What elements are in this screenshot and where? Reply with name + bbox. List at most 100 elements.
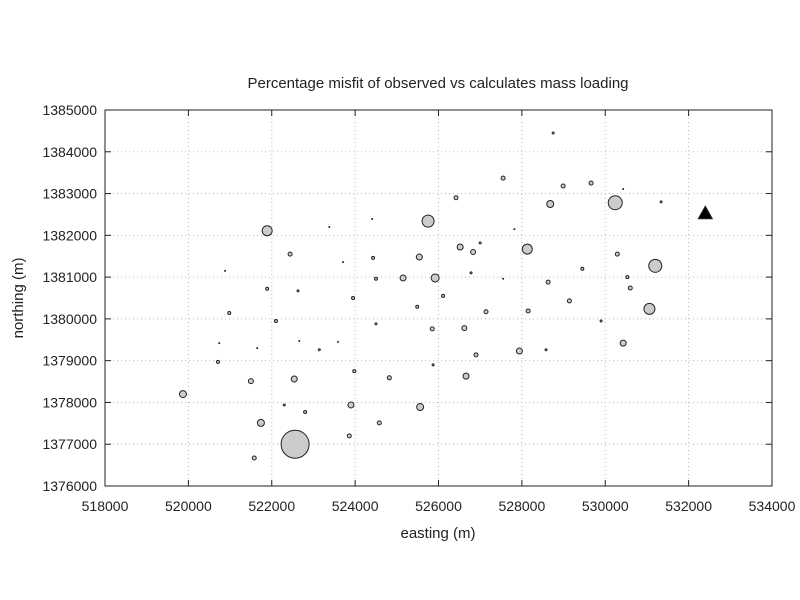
bubble [337,340,340,343]
bubble [415,253,423,261]
bubble [256,418,265,427]
y-tick-label: 1384000 [42,144,97,160]
bubble [178,390,187,399]
bubble [560,183,566,189]
bubble [544,348,548,352]
bubble [227,311,232,316]
bubble [588,180,594,186]
bubble [627,285,633,291]
bubble [273,318,278,323]
bubble [352,369,357,374]
bubble [470,249,477,256]
bubble [346,433,352,439]
y-tick-label: 1380000 [42,311,97,327]
plot-frame [104,109,773,487]
bubble [399,274,407,282]
x-tick-label: 526000 [415,498,462,514]
bubble [371,218,374,221]
bubble [441,293,446,298]
bubble [502,277,505,280]
bubble [521,243,533,255]
bubble [461,325,468,332]
bubble [218,342,221,345]
y-tick-label: 1379000 [42,353,97,369]
bubble [224,269,227,272]
bubble [347,401,355,409]
bubble [351,296,356,300]
y-tick-label: 1385000 [42,102,97,118]
bubble [462,372,470,380]
bubble [513,228,516,231]
bubble [261,225,273,237]
bubble [566,298,572,304]
marker [697,205,714,220]
chart-title: Percentage misfit of observed vs calcula… [247,75,628,92]
bubble [386,375,392,381]
bubble [473,352,479,358]
y-tick-label: 1376000 [42,478,97,494]
bubble [483,309,489,315]
bubble [317,348,321,352]
y-tick-label: 1378000 [42,394,97,410]
bubble [373,276,378,281]
bubble [247,378,254,385]
bubble [290,375,298,383]
bubble [614,251,620,257]
y-tick-label: 1383000 [42,186,97,202]
bubble [580,266,585,271]
bubble [431,363,435,367]
bubble [328,225,331,228]
bubble [478,241,482,245]
x-tick-label: 522000 [248,498,295,514]
bubble [515,347,523,355]
bubble [296,289,300,293]
x-tick-label: 518000 [82,498,129,514]
x-tick-label: 520000 [165,498,212,514]
bubble [215,359,220,364]
bubble [371,255,376,260]
bubble [251,455,257,461]
bubble [625,275,630,280]
y-tick-label: 1381000 [42,269,97,285]
bubble [421,214,435,228]
bubble [500,175,506,181]
bubble [416,403,425,412]
bubble [525,308,531,314]
bubble [287,251,293,257]
y-axis-label: northing (m) [10,258,27,339]
bubble [415,304,420,309]
bubble [599,319,603,323]
bubble [265,286,270,291]
x-tick-label: 530000 [582,498,629,514]
bubble [374,322,378,326]
bubble [430,273,440,283]
bubble [342,261,345,264]
bubble [659,200,663,204]
bubble [469,271,473,275]
bubble [298,340,301,343]
bubble [622,187,625,190]
bubble [546,200,555,208]
x-tick-label: 532000 [665,498,712,514]
x-axis-label: easting (m) [400,525,475,542]
x-tick-label: 528000 [499,498,546,514]
bubble [619,339,627,347]
bubble [280,429,310,459]
y-tick-label: 1382000 [42,227,97,243]
bubble [551,131,555,135]
bubble [303,410,308,415]
bubble [648,258,663,273]
bubble [256,347,259,350]
bubble [376,420,382,426]
bubble [282,403,286,407]
bubble [453,195,459,201]
bubble [429,326,435,332]
x-tick-label: 524000 [332,498,379,514]
x-tick-label: 534000 [749,498,796,514]
bubble [545,279,551,285]
bubble [643,302,656,315]
y-tick-label: 1377000 [42,436,97,452]
bubble [456,243,464,251]
